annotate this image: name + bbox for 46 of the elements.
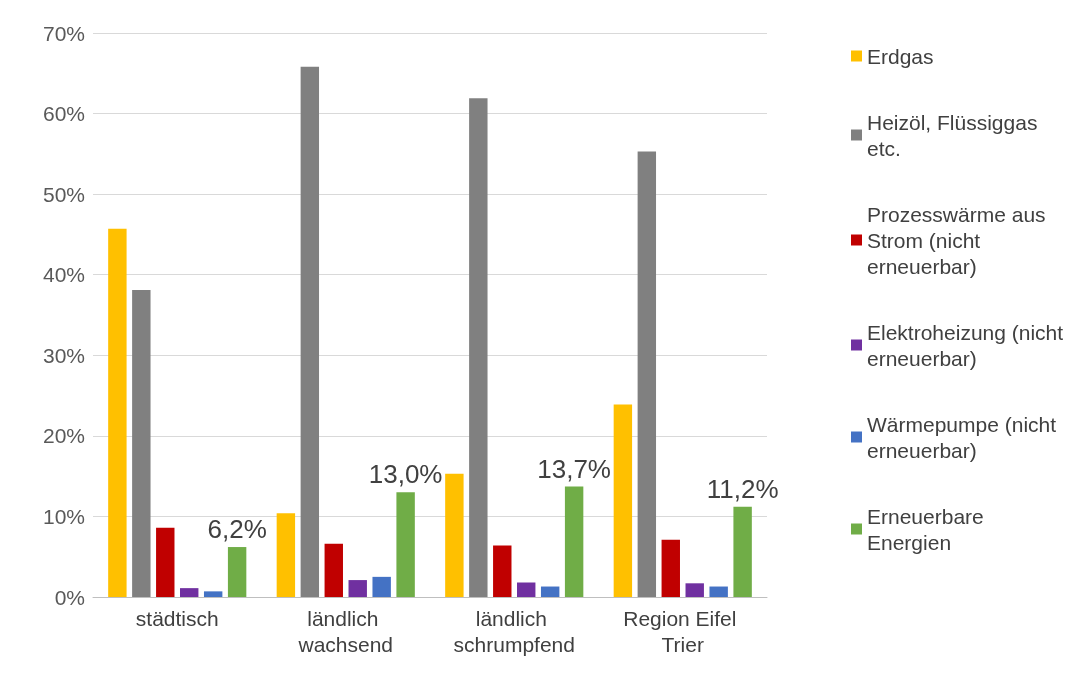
bar xyxy=(517,582,536,597)
bar xyxy=(564,486,584,597)
bar xyxy=(709,586,728,597)
y-tick-label: 10% xyxy=(42,504,85,528)
legend-label: Heizöl, Flüssiggas etc. xyxy=(867,110,1044,160)
bar xyxy=(348,580,367,597)
y-tick-label: 20% xyxy=(42,424,85,448)
y-tick-label: 50% xyxy=(42,182,85,206)
x-tick-label: ländlich wachsend xyxy=(297,606,394,656)
y-tick-label: 60% xyxy=(42,102,85,126)
data-label: 13,0% xyxy=(368,459,443,490)
x-tick-label: Region Eifel Trier xyxy=(623,606,743,656)
y-tick-label: 70% xyxy=(42,21,85,45)
data-label: 6,2% xyxy=(207,514,267,545)
y-tick-label: 0% xyxy=(54,585,85,609)
data-label: 13,7% xyxy=(537,453,611,484)
y-tick-label: 30% xyxy=(42,343,85,367)
bar xyxy=(372,576,391,597)
legend-label: Wärmepumpe (nicht erneuerbar) xyxy=(867,412,1062,462)
bar xyxy=(300,66,320,597)
legend-label: Erdgas xyxy=(867,44,934,68)
bar xyxy=(469,98,488,597)
bar xyxy=(227,547,247,597)
bar xyxy=(493,545,512,597)
bar xyxy=(613,404,633,597)
bar xyxy=(203,591,223,597)
bar xyxy=(540,586,560,597)
bar xyxy=(180,588,199,597)
bar xyxy=(276,513,296,597)
bar xyxy=(637,151,657,597)
bar xyxy=(396,492,415,597)
bar xyxy=(445,473,464,597)
y-tick-label: 40% xyxy=(42,263,85,287)
legend-label: Elektroheizung (nicht erneuerbar) xyxy=(867,320,1069,370)
bar xyxy=(156,527,175,597)
bar xyxy=(324,543,343,597)
bar xyxy=(661,539,680,597)
bar xyxy=(108,228,127,597)
bar xyxy=(685,583,704,597)
x-tick-label: ländlich schrumpfend xyxy=(453,606,575,656)
legend-label: Prozesswärme aus Strom (nicht erneuerbar) xyxy=(867,202,1052,278)
data-label: 11,2% xyxy=(706,473,779,504)
bar xyxy=(733,506,752,597)
bar xyxy=(132,290,151,597)
x-tick-label: städtisch xyxy=(135,606,219,630)
legend-label: Erneuerbare Energien xyxy=(867,504,990,554)
